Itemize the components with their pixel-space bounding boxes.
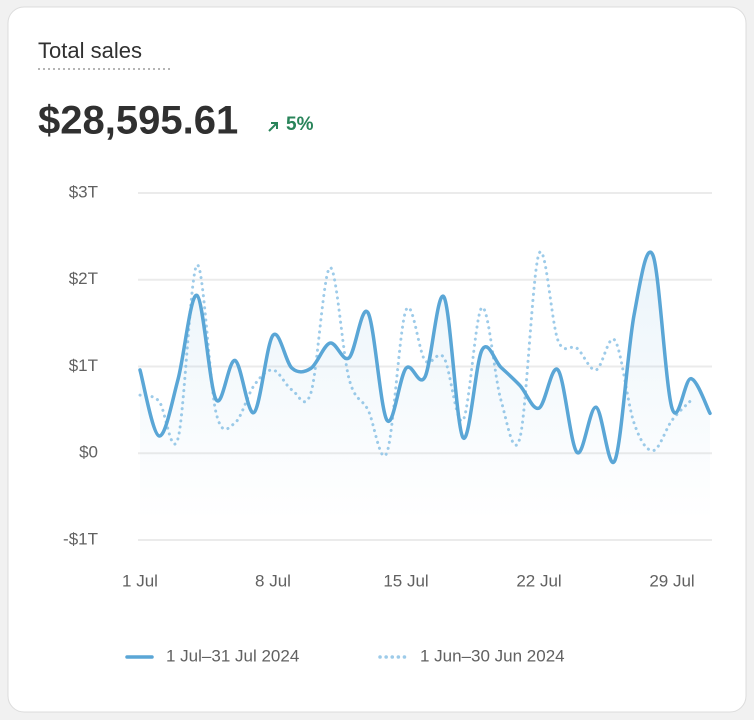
- x-tick-label: 15 Jul: [383, 571, 428, 590]
- x-tick-label: 29 Jul: [649, 571, 694, 590]
- legend-label: 1 Jun–30 Jun 2024: [420, 646, 565, 665]
- legend-label: 1 Jul–31 Jul 2024: [166, 646, 299, 665]
- y-tick-label: $2T: [69, 269, 98, 288]
- y-tick-label: -$1T: [63, 529, 98, 548]
- change: 5%: [286, 114, 314, 135]
- x-tick-label: 1 Jul: [122, 571, 158, 590]
- plot: -$1T $0 $1T $2T $3T 1 Jul 8 Jul 15 Jul 22 Jul 29 …: [63, 182, 712, 665]
- y-tick-label: $3T: [69, 182, 98, 201]
- total: $28,595.61: [38, 99, 238, 143]
- y-tick-label: $1T: [69, 356, 98, 375]
- title: Total sales: [38, 38, 142, 63]
- y-tick-label: $0: [79, 443, 98, 462]
- series-line: [138, 250, 712, 465]
- arrow-icon: [268, 122, 278, 132]
- x-tick-label: 8 Jul: [255, 571, 291, 590]
- x-tick-label: 22 Jul: [516, 571, 561, 590]
- area: [140, 252, 710, 520]
